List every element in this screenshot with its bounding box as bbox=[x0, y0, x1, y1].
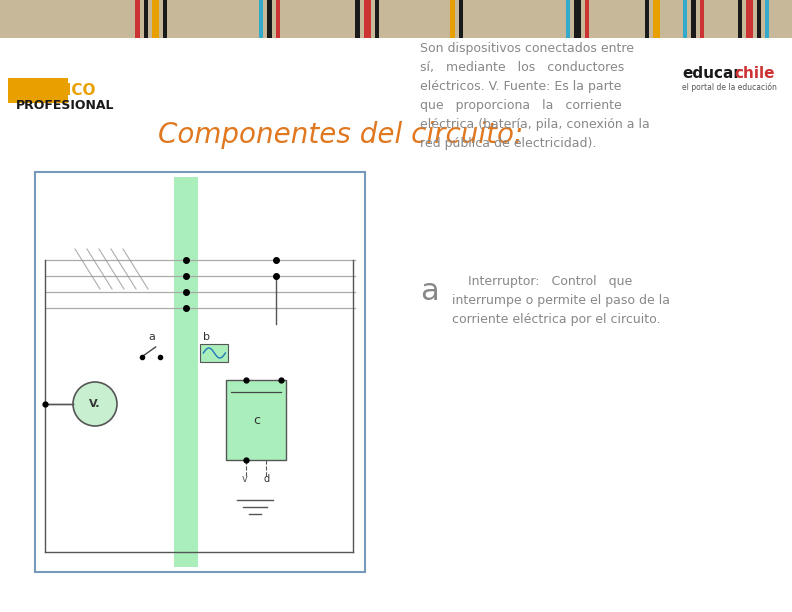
Bar bbox=[574, 0, 581, 38]
Bar bbox=[144, 0, 148, 38]
Bar bbox=[757, 0, 761, 38]
Bar bbox=[375, 0, 379, 38]
Text: Son dispositivos conectados entre
sí,   mediante   los   conductores
eléctricos.: Son dispositivos conectados entre sí, me… bbox=[420, 42, 649, 150]
Bar bbox=[355, 0, 360, 38]
Text: educar: educar bbox=[682, 66, 741, 81]
Text: Interruptor:   Control   que
interrumpe o permite el paso de la
corriente eléctr: Interruptor: Control que interrumpe o pe… bbox=[452, 275, 670, 326]
Circle shape bbox=[73, 382, 117, 426]
Text: a: a bbox=[148, 332, 155, 342]
Text: Componentes del circuito:: Componentes del circuito: bbox=[158, 121, 524, 149]
Text: PROFESIONAL: PROFESIONAL bbox=[16, 99, 115, 112]
Bar bbox=[450, 0, 455, 38]
Bar bbox=[276, 0, 280, 38]
Text: TÉCNICO: TÉCNICO bbox=[22, 83, 97, 98]
Bar bbox=[8, 78, 68, 103]
Bar bbox=[765, 0, 769, 38]
Bar bbox=[746, 0, 753, 38]
Bar bbox=[700, 0, 704, 38]
Text: a: a bbox=[420, 277, 439, 306]
Bar bbox=[566, 0, 570, 38]
Bar bbox=[227, 380, 287, 460]
Text: b: b bbox=[203, 332, 210, 342]
Text: c: c bbox=[253, 414, 260, 427]
Bar bbox=[683, 0, 687, 38]
Bar bbox=[364, 0, 371, 38]
Text: chile: chile bbox=[734, 66, 775, 81]
Bar bbox=[200, 344, 228, 362]
Bar bbox=[173, 177, 198, 567]
Text: el portal de la educación: el portal de la educación bbox=[682, 82, 777, 92]
Bar bbox=[653, 0, 660, 38]
Bar bbox=[738, 0, 742, 38]
Bar bbox=[459, 0, 463, 38]
Bar bbox=[0, 0, 792, 38]
Bar bbox=[163, 0, 167, 38]
Bar bbox=[259, 0, 263, 38]
Bar bbox=[585, 0, 589, 38]
Bar bbox=[35, 172, 365, 572]
Bar bbox=[152, 0, 159, 38]
Bar bbox=[691, 0, 696, 38]
Text: d: d bbox=[263, 474, 269, 484]
Text: v: v bbox=[242, 474, 247, 484]
Bar bbox=[645, 0, 649, 38]
Text: V.: V. bbox=[89, 399, 101, 409]
Bar bbox=[267, 0, 272, 38]
Bar bbox=[135, 0, 140, 38]
